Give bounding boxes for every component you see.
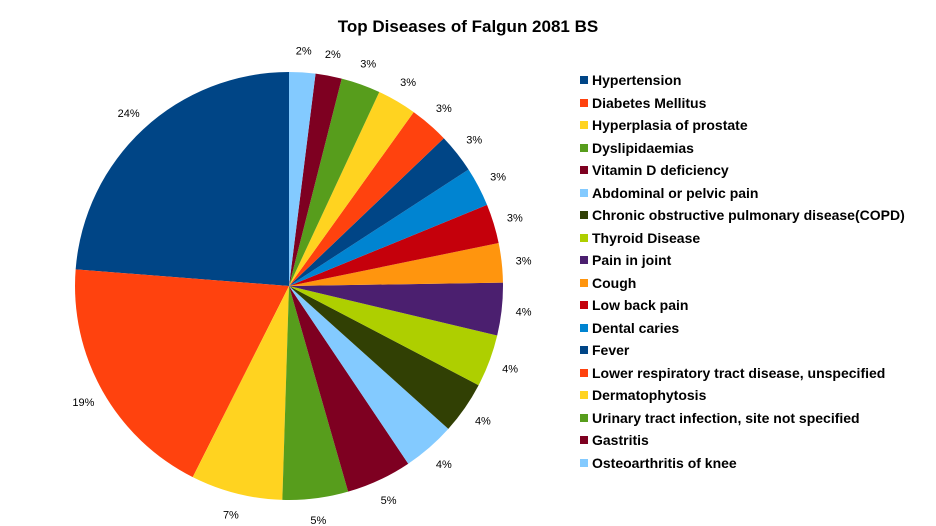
legend-item-18: Osteoarthritis of knee (580, 452, 905, 475)
legend-item-16: Urinary tract infection, site not specif… (580, 407, 905, 430)
legend-label: Hyperplasia of prostate (592, 117, 748, 134)
legend-item-13: Fever (580, 339, 905, 362)
pie-slice-8 (289, 286, 498, 386)
pie-slice-9 (289, 282, 503, 336)
legend-item-15: Dermatophytosis (580, 384, 905, 407)
legend-label: Urinary tract infection, site not specif… (592, 409, 860, 426)
slice-label-12: 3% (490, 172, 506, 184)
legend-label: Osteoarthritis of knee (592, 454, 737, 471)
legend-item-11: Low back pain (580, 294, 905, 317)
legend-swatch (580, 301, 588, 310)
slice-label-16: 3% (360, 59, 376, 71)
slice-label-17: 2% (325, 49, 341, 61)
slice-label-18: 2% (296, 46, 312, 58)
legend-swatch (580, 166, 588, 175)
pie-slice-10 (289, 243, 503, 286)
legend-label: Fever (592, 342, 630, 359)
legend-item-12: Dental caries (580, 317, 905, 340)
pie-slice-14 (289, 112, 444, 286)
legend-item-5: Vitamin D deficiency (580, 159, 905, 182)
slice-label-4: 5% (310, 515, 326, 526)
pie-slice-15 (289, 91, 414, 286)
pie-slice-3 (192, 286, 289, 500)
pie-slice-6 (289, 286, 449, 464)
legend-item-14: Lower respiratory tract disease, unspeci… (580, 362, 905, 385)
legend: Hypertension Diabetes Mellitus Hyperplasia… (580, 69, 905, 474)
legend-label: Chronic obstructive pulmonary disease(CO… (592, 207, 905, 224)
legend-item-10: Cough (580, 272, 905, 295)
legend-swatch (580, 368, 588, 377)
pie-slice-18 (289, 72, 316, 286)
pie-slice-7 (289, 286, 479, 429)
legend-swatch (580, 458, 588, 467)
slice-label-13: 3% (466, 135, 482, 147)
legend-swatch (580, 188, 588, 197)
legend-label: Thyroid Disease (592, 229, 701, 246)
legend-item-1: Hypertension (580, 69, 905, 92)
pie-slice-16 (289, 78, 380, 286)
slice-label-14: 3% (436, 103, 452, 115)
slice-label-11: 3% (507, 212, 523, 224)
slice-label-9: 4% (516, 307, 532, 319)
legend-item-8: Thyroid Disease (580, 227, 905, 250)
slice-label-6: 4% (436, 459, 452, 471)
slice-label-1: 24% (118, 108, 140, 120)
legend-swatch (580, 256, 588, 265)
legend-swatch (580, 323, 588, 332)
pie-slice-5 (289, 286, 409, 492)
slice-label-3: 7% (223, 510, 239, 522)
pie-slice-12 (289, 169, 488, 286)
legend-item-9: Pain in joint (580, 249, 905, 272)
legend-item-17: Gastritis (580, 429, 905, 452)
legend-swatch (580, 121, 588, 130)
legend-label: Dyslipidaemias (592, 139, 694, 156)
slice-label-2: 19% (72, 397, 94, 409)
legend-label: Gastritis (592, 432, 649, 449)
legend-item-2: Diabetes Mellitus (580, 92, 905, 115)
legend-label: Low back pain (592, 297, 689, 314)
pie-slice-13 (289, 138, 469, 286)
legend-label: Vitamin D deficiency (592, 162, 729, 179)
legend-item-3: Hyperplasia of prostate (580, 114, 905, 137)
legend-swatch (580, 436, 588, 445)
legend-label: Abdominal or pelvic pain (592, 184, 759, 201)
legend-label: Dermatophytosis (592, 387, 707, 404)
pie-slice-17 (289, 73, 342, 287)
legend-item-6: Abdominal or pelvic pain (580, 182, 905, 205)
legend-item-4: Dyslipidaemias (580, 137, 905, 160)
slice-label-8: 4% (502, 364, 518, 376)
slice-label-15: 3% (400, 77, 416, 89)
pie-slice-4 (282, 286, 349, 501)
legend-swatch (580, 278, 588, 287)
slice-label-5: 5% (381, 495, 397, 507)
legend-label: Diabetes Mellitus (592, 94, 707, 111)
legend-label: Lower respiratory tract disease, unspeci… (592, 364, 886, 381)
legend-swatch (580, 391, 588, 400)
legend-label: Dental caries (592, 319, 680, 336)
legend-swatch (580, 233, 588, 242)
legend-label: Cough (592, 274, 637, 291)
legend-swatch (580, 211, 588, 220)
pie-slice-1 (75, 72, 290, 286)
chart-title: Top Diseases of Falgun 2081 BS (337, 17, 599, 36)
legend-item-7: Chronic obstructive pulmonary disease(CO… (580, 204, 905, 227)
slice-label-10: 3% (516, 255, 532, 267)
legend-swatch (580, 143, 588, 152)
pie-slice-2 (75, 269, 289, 478)
slice-label-7: 4% (475, 416, 491, 428)
legend-swatch (580, 76, 588, 85)
legend-label: Hypertension (592, 72, 682, 89)
legend-swatch (580, 98, 588, 107)
legend-swatch (580, 413, 588, 422)
legend-label: Pain in joint (592, 252, 672, 269)
legend-swatch (580, 346, 588, 355)
pie-slice-11 (289, 204, 499, 286)
